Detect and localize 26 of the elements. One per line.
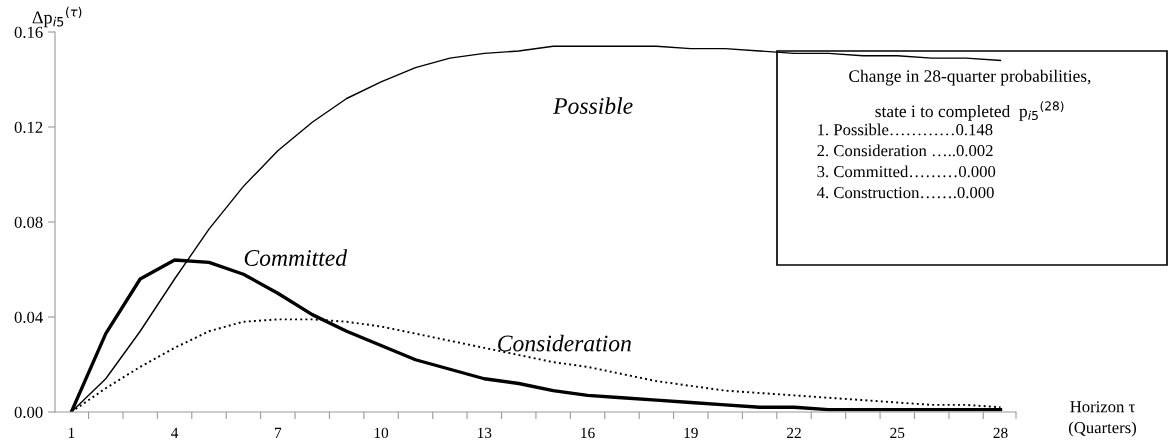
x-tick-label: 25 bbox=[890, 427, 905, 439]
annotation: Change in 28-quarter probabilities, bbox=[849, 69, 1091, 86]
annotation: state i to completed p$_{i5}$$^{(28)}$ bbox=[875, 101, 1064, 121]
x-tick-label: 19 bbox=[684, 427, 698, 439]
annotation: 1. Possible…………0.148 bbox=[818, 123, 993, 136]
x-tick-label: 28 bbox=[993, 427, 1008, 439]
x-tick-label: 4 bbox=[171, 427, 179, 438]
x-tick-label: 22 bbox=[787, 427, 801, 438]
x-tick-label: 16 bbox=[581, 427, 595, 439]
y-tick-label: 0.12 bbox=[14, 121, 43, 134]
y-tick-label: 0.16 bbox=[14, 26, 43, 39]
y-axis-title: Δp$_{i5}$$^{(τ)}$ bbox=[32, 6, 82, 28]
x-axis-title: Horizon τ (Quarters) bbox=[1068, 401, 1136, 437]
y-tick-label: 0.04 bbox=[14, 311, 43, 324]
y-tick-label: 0.00 bbox=[14, 406, 43, 419]
text: Possible bbox=[553, 97, 633, 114]
series-label: Committed bbox=[244, 249, 348, 266]
x-tick-label: 7 bbox=[275, 427, 282, 438]
annotation: 4. Construction…….0.000 bbox=[816, 186, 994, 199]
x-tick-label: 13 bbox=[478, 427, 492, 439]
y-tick-label: 0.08 bbox=[14, 216, 43, 229]
x-tick-label: 1 bbox=[68, 427, 75, 438]
annotation: 3. Committed………0.000 bbox=[817, 165, 996, 178]
x-tick-label: 10 bbox=[374, 427, 389, 439]
series-label: Consideration bbox=[498, 334, 631, 352]
annotation: 2. Consideration …..0.002 bbox=[817, 144, 993, 157]
